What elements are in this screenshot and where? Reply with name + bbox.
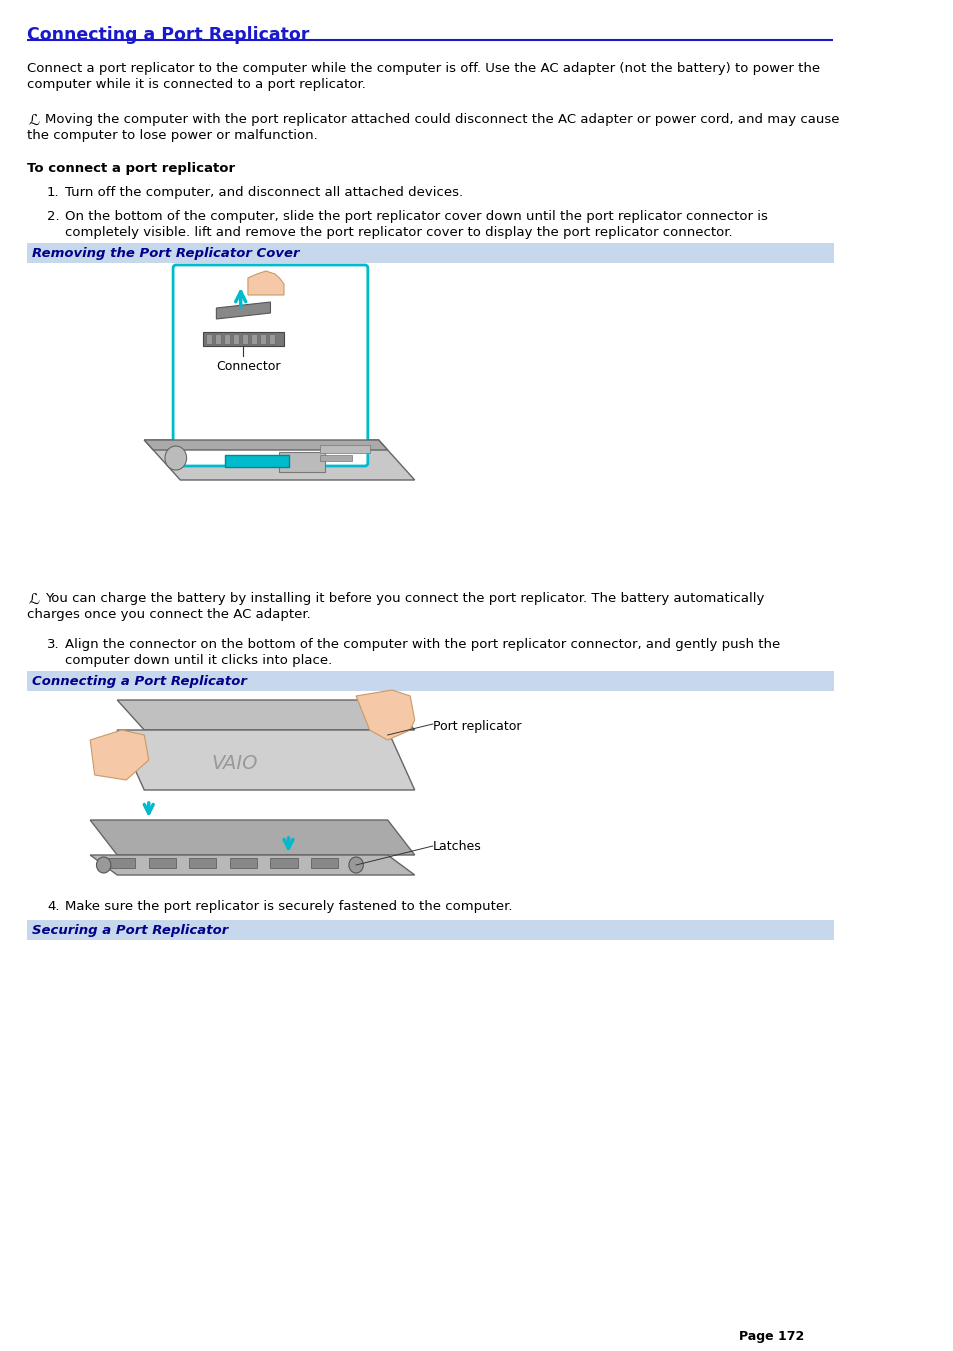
Bar (108, 858, 135, 867)
Circle shape (96, 857, 111, 873)
Polygon shape (144, 440, 415, 480)
Text: Moving the computer with the port replicator attached could disconnect the AC ad: Moving the computer with the port replic… (45, 113, 839, 126)
Polygon shape (91, 730, 149, 780)
Text: ℒ: ℒ (29, 592, 40, 607)
Bar (279, 453, 324, 471)
Text: ℒ: ℒ (29, 113, 40, 128)
Bar (230, 858, 256, 867)
Text: Removing the Port Replicator Cover: Removing the Port Replicator Cover (31, 247, 298, 259)
Text: On the bottom of the computer, slide the port replicator cover down until the po: On the bottom of the computer, slide the… (65, 209, 767, 223)
Bar (214, 334, 221, 345)
Bar (205, 334, 212, 345)
Circle shape (165, 446, 187, 470)
Text: Turn off the computer, and disconnect all attached devices.: Turn off the computer, and disconnect al… (65, 186, 462, 199)
Polygon shape (144, 440, 387, 450)
Text: You can charge the battery by installing it before you connect the port replicat: You can charge the battery by installing… (45, 592, 763, 605)
Text: Latches: Latches (433, 840, 481, 852)
Bar (251, 334, 256, 345)
Text: Page 172: Page 172 (739, 1329, 803, 1343)
Bar (225, 455, 288, 467)
Text: charges once you connect the AC adapter.: charges once you connect the AC adapter. (27, 608, 311, 621)
Text: Align the connector on the bottom of the computer with the port replicator conne: Align the connector on the bottom of the… (65, 638, 780, 651)
Polygon shape (355, 690, 415, 740)
Text: Connecting a Port Replicator: Connecting a Port Replicator (31, 676, 246, 688)
Circle shape (349, 857, 363, 873)
Text: the computer to lose power or malfunction.: the computer to lose power or malfunctio… (27, 128, 317, 142)
Bar (241, 334, 248, 345)
Polygon shape (248, 272, 284, 295)
Text: 4.: 4. (47, 900, 59, 913)
Bar (319, 444, 369, 453)
Text: completely visible. lift and remove the port replicator cover to display the por: completely visible. lift and remove the … (65, 226, 732, 239)
Bar (269, 334, 274, 345)
Bar (149, 858, 175, 867)
Text: VAIO: VAIO (212, 754, 258, 773)
FancyBboxPatch shape (172, 265, 368, 466)
Polygon shape (91, 855, 415, 875)
Bar (259, 334, 266, 345)
Bar (203, 332, 284, 346)
Bar (27, 920, 833, 940)
Text: Securing a Port Replicator: Securing a Port Replicator (31, 924, 228, 938)
Text: To connect a port replicator: To connect a port replicator (27, 162, 235, 176)
Bar (189, 858, 216, 867)
Text: Make sure the port replicator is securely fastened to the computer.: Make sure the port replicator is securel… (65, 900, 512, 913)
Polygon shape (216, 303, 271, 319)
Polygon shape (91, 820, 415, 855)
Bar (223, 334, 230, 345)
Text: 3.: 3. (47, 638, 59, 651)
Bar (233, 334, 238, 345)
Bar (27, 671, 833, 690)
Bar (319, 455, 352, 461)
Text: Connector: Connector (216, 359, 280, 373)
Text: Connect a port replicator to the computer while the computer is off. Use the AC : Connect a port replicator to the compute… (27, 62, 820, 76)
Bar (27, 243, 833, 263)
Polygon shape (117, 730, 415, 790)
Bar (271, 858, 297, 867)
Text: Port replicator: Port replicator (433, 720, 520, 734)
Text: Connecting a Port Replicator: Connecting a Port Replicator (27, 26, 309, 45)
Text: 1.: 1. (47, 186, 59, 199)
Text: 2.: 2. (47, 209, 59, 223)
Bar (311, 858, 337, 867)
Polygon shape (117, 700, 415, 730)
Text: computer down until it clicks into place.: computer down until it clicks into place… (65, 654, 332, 667)
Text: computer while it is connected to a port replicator.: computer while it is connected to a port… (27, 78, 366, 91)
